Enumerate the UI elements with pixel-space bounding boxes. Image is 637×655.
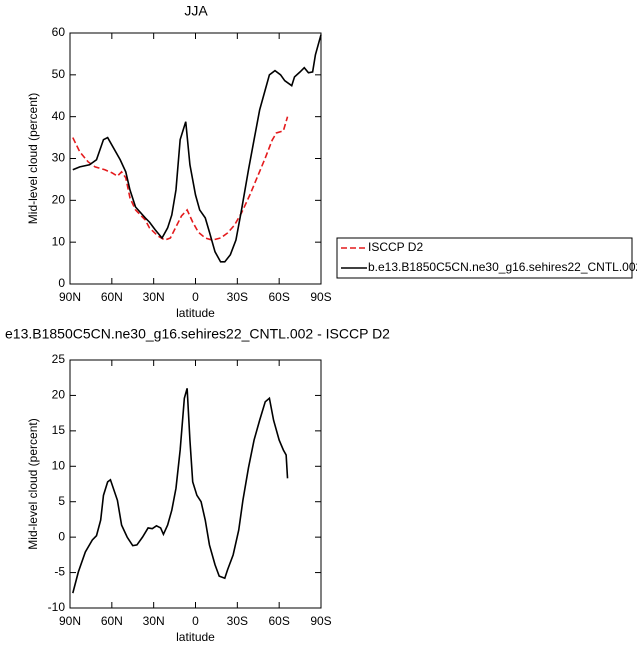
y-tick-label: -5 (54, 565, 65, 579)
x-tick-label: 0 (192, 290, 199, 304)
x-tick-label: 0 (192, 614, 199, 628)
x-tick-label: 90N (59, 614, 81, 628)
x-tick-label: 30N (143, 290, 165, 304)
x-tick-label: 30N (143, 614, 165, 628)
x-tick-label: 90S (310, 614, 331, 628)
x-tick-label: 90N (59, 290, 81, 304)
legend-box (336, 237, 633, 279)
x-axis-label: latitude (176, 306, 215, 320)
x-tick-label: 30S (227, 614, 248, 628)
y-tick-label: 10 (52, 234, 66, 248)
legend-label: b.e13.B1850C5CN.ne30_g16.sehires22_CNTL.… (368, 260, 637, 274)
y-tick-label: 25 (52, 352, 66, 366)
x-axis-label: latitude (176, 630, 215, 644)
y-axis-label: Mid-level cloud (percent) (26, 93, 40, 224)
y-tick-label: 0 (58, 529, 65, 543)
y-tick-label: 0 (58, 276, 65, 290)
y-tick-label: 50 (52, 67, 66, 81)
y-axis-label: Mid-level cloud (percent) (26, 418, 40, 549)
series-line (72, 116, 289, 241)
x-tick-label: 30S (227, 290, 248, 304)
y-tick-label: 20 (52, 193, 66, 207)
chart-title: e13.B1850C5CN.ne30_g16.sehires22_CNTL.00… (5, 326, 390, 342)
chart-title: JJA (184, 3, 208, 19)
y-tick-label: -10 (48, 600, 66, 614)
y-tick-label: 40 (52, 109, 66, 123)
x-tick-label: 90S (310, 290, 331, 304)
y-tick-label: 30 (52, 151, 66, 165)
y-tick-label: 60 (52, 25, 66, 39)
x-tick-label: 60S (268, 290, 289, 304)
y-tick-label: 5 (58, 494, 65, 508)
x-tick-label: 60N (101, 290, 123, 304)
x-tick-label: 60S (268, 614, 289, 628)
x-tick-label: 60N (101, 614, 123, 628)
y-tick-label: 15 (52, 423, 66, 437)
series-line (72, 388, 289, 594)
plot-frame (69, 32, 322, 285)
legend-label: ISCCP D2 (368, 240, 423, 254)
y-tick-label: 10 (52, 458, 66, 472)
y-tick-label: 20 (52, 388, 66, 402)
series-line (72, 34, 322, 263)
